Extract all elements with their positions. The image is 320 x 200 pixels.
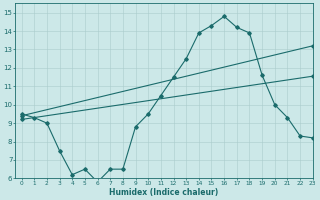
X-axis label: Humidex (Indice chaleur): Humidex (Indice chaleur) bbox=[109, 188, 219, 197]
